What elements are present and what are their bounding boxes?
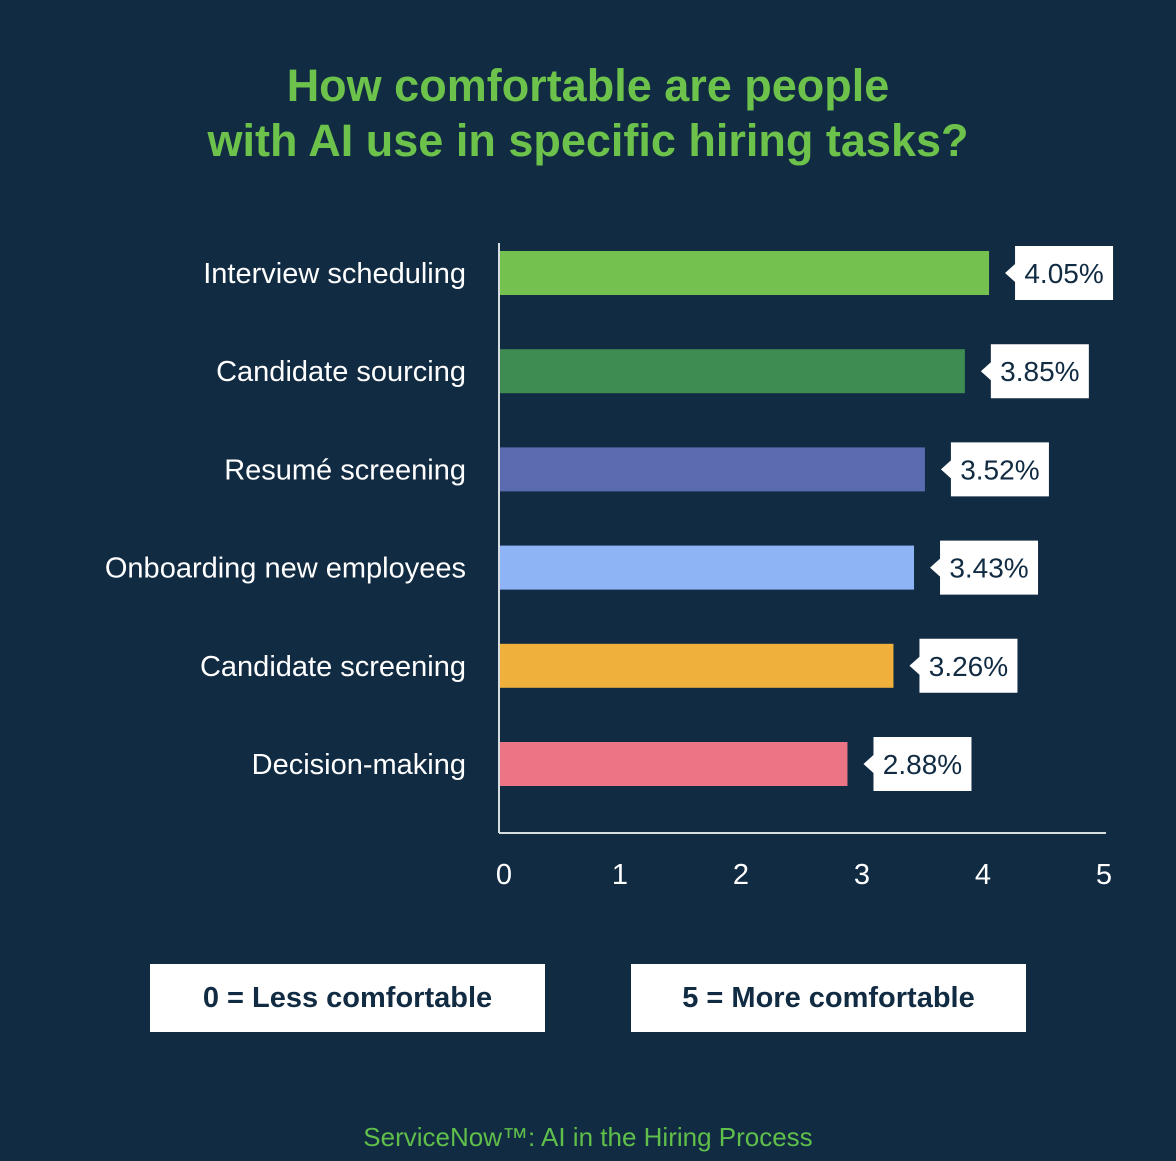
category-label: Interview scheduling: [203, 258, 466, 290]
data-label: 4.05%: [1024, 258, 1103, 289]
bar: [499, 643, 894, 688]
category-label: Candidate screening: [200, 651, 466, 683]
title-line-2: with AI use in specific hiring tasks?: [207, 115, 969, 166]
data-label: 3.52%: [960, 454, 1039, 485]
category-label: Decision-making: [252, 749, 466, 781]
x-tick-label: 2: [733, 859, 749, 891]
bar: [499, 349, 965, 394]
data-label: 3.85%: [1000, 356, 1079, 387]
data-label-box: [980, 344, 1089, 399]
category-label: Onboarding new employees: [105, 553, 466, 585]
bar: [499, 545, 915, 590]
data-label: 3.26%: [929, 651, 1008, 682]
x-tick-label: 1: [612, 859, 628, 891]
bar: [499, 251, 990, 295]
category-label: Resumé screening: [224, 454, 466, 486]
x-tick-label: 0: [496, 859, 512, 891]
data-label-box: [863, 737, 972, 791]
x-tick-label: 4: [975, 859, 991, 891]
data-label-box: [940, 442, 1049, 497]
data-label: 3.43%: [949, 553, 1028, 584]
bar: [499, 742, 848, 786]
data-label-box: [909, 638, 1018, 693]
bar: [499, 447, 925, 492]
x-tick-label: 5: [1096, 859, 1112, 891]
data-label-box: [1005, 246, 1114, 300]
legend-high: 5 = More comfortable: [631, 964, 1026, 1032]
source-caption: ServiceNow™: AI in the Hiring Process: [363, 1122, 813, 1152]
chart-title: How comfortable are people with AI use i…: [0, 58, 1176, 168]
category-label: Candidate sourcing: [216, 356, 466, 388]
legend-low: 0 = Less comfortable: [150, 964, 545, 1032]
data-label: 2.88%: [883, 749, 962, 780]
title-line-1: How comfortable are people: [286, 60, 890, 111]
x-tick-label: 3: [854, 859, 870, 891]
data-label-box: [930, 540, 1039, 595]
